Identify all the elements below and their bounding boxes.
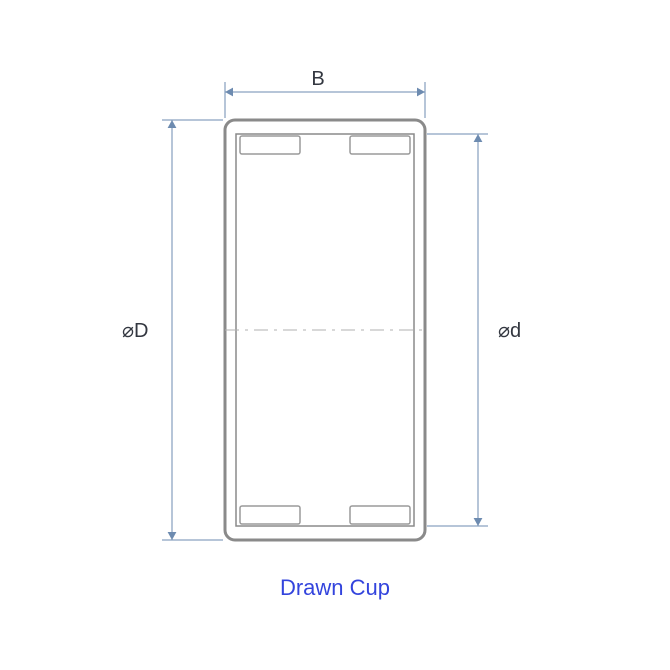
roller-0 xyxy=(240,136,300,154)
caption: Drawn Cup xyxy=(280,575,390,600)
dimension-D-label: ⌀D xyxy=(122,320,148,342)
roller-3 xyxy=(350,506,410,524)
roller-1 xyxy=(350,136,410,154)
roller-2 xyxy=(240,506,300,524)
dimension-B-label: B xyxy=(311,68,324,90)
dimension-d-label: ⌀d xyxy=(498,320,521,342)
